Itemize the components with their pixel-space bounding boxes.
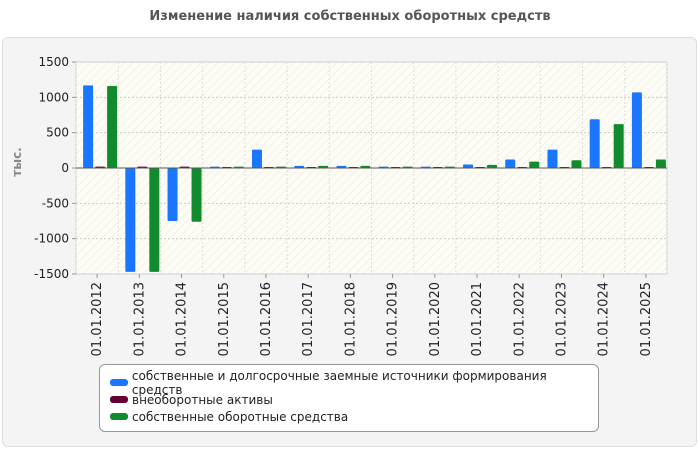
legend-item-sources: собственные и долгосрочные заемные источ… — [110, 369, 598, 397]
bar-series-2-01.01.2023 — [571, 160, 582, 168]
bar-series-0-01.01.2025 — [631, 92, 642, 168]
bar-series-0-01.01.2022 — [505, 159, 516, 168]
y-tick-labels: 1500 1000 500 0 -500 -1000 -1500 — [34, 55, 69, 281]
x-tick-label: 01.01.2019 — [386, 282, 401, 356]
y-tick-label: -500 — [42, 196, 69, 210]
x-tick-label: 01.01.2014 — [175, 282, 190, 356]
x-tick-label: 01.01.2017 — [301, 282, 316, 356]
x-tick-label: 01.01.2024 — [597, 282, 612, 356]
bar-series-0-01.01.2021 — [463, 164, 474, 168]
bar-series-2-01.01.2013 — [149, 168, 160, 272]
chart-title: Изменение наличия собственных оборотных … — [149, 9, 551, 24]
bar-series-2-01.01.2022 — [529, 161, 540, 168]
y-tick-label: 1000 — [38, 90, 69, 104]
y-tick-label: -1500 — [34, 267, 69, 281]
y-axis-label: тыс. — [10, 147, 24, 176]
bar-series-2-01.01.2021 — [487, 164, 498, 168]
x-tick-label: 01.01.2025 — [639, 282, 654, 356]
legend-swatch-sources — [110, 379, 128, 386]
legend-label-sources: собственные и долгосрочные заемные источ… — [131, 368, 547, 397]
x-tick-label: 01.01.2022 — [512, 282, 527, 356]
bars — [83, 85, 666, 272]
x-tick-label: 01.01.2013 — [132, 282, 147, 356]
legend-label-noncurrent-assets: внеоборотные активы — [132, 392, 273, 407]
x-tick-label: 01.01.2018 — [343, 282, 358, 356]
x-tick-label: 01.01.2012 — [90, 282, 105, 356]
x-tick-label: 01.01.2016 — [259, 282, 274, 356]
y-tick-label: 500 — [46, 126, 69, 140]
legend-label-working-capital: собственные оборотные средства — [132, 409, 349, 424]
bar-series-2-01.01.2018 — [360, 165, 371, 168]
legend-item-noncurrent-assets: внеоборотные активы — [110, 391, 598, 408]
legend-swatch-noncurrent-assets — [110, 396, 128, 403]
bar-series-0-01.01.2017 — [294, 165, 305, 168]
bar-series-0-01.01.2023 — [547, 149, 558, 168]
bar-series-2-01.01.2025 — [655, 159, 666, 168]
x-tick-labels: 01.01.2012 01.01.2013 01.01.2014 01.01.2015… — [90, 282, 654, 356]
legend-swatch-working-capital — [110, 413, 128, 420]
axes — [72, 61, 667, 278]
bar-series-0-01.01.2016 — [251, 149, 262, 168]
bar-series-0-01.01.2024 — [589, 119, 600, 168]
y-tick-label: 1500 — [38, 55, 69, 69]
y-tick-label: 0 — [61, 161, 69, 175]
x-tick-label: 01.01.2023 — [554, 282, 569, 356]
y-tick-label: -1000 — [34, 232, 69, 246]
legend: собственные и долгосрочные заемные источ… — [99, 364, 599, 432]
bar-series-0-01.01.2018 — [336, 165, 347, 168]
x-tick-label: 01.01.2021 — [470, 282, 485, 356]
bar-series-0-01.01.2012 — [83, 85, 94, 168]
legend-item-working-capital: собственные оборотные средства — [110, 408, 598, 425]
bar-series-2-01.01.2012 — [107, 86, 118, 168]
bar-series-2-01.01.2024 — [613, 124, 624, 168]
bar-series-2-01.01.2017 — [318, 165, 329, 168]
bar-series-0-01.01.2014 — [167, 168, 178, 221]
bar-series-2-01.01.2014 — [191, 168, 202, 222]
x-tick-label: 01.01.2015 — [217, 282, 232, 356]
x-tick-label: 01.01.2020 — [428, 282, 443, 356]
bar-series-0-01.01.2013 — [125, 168, 136, 272]
